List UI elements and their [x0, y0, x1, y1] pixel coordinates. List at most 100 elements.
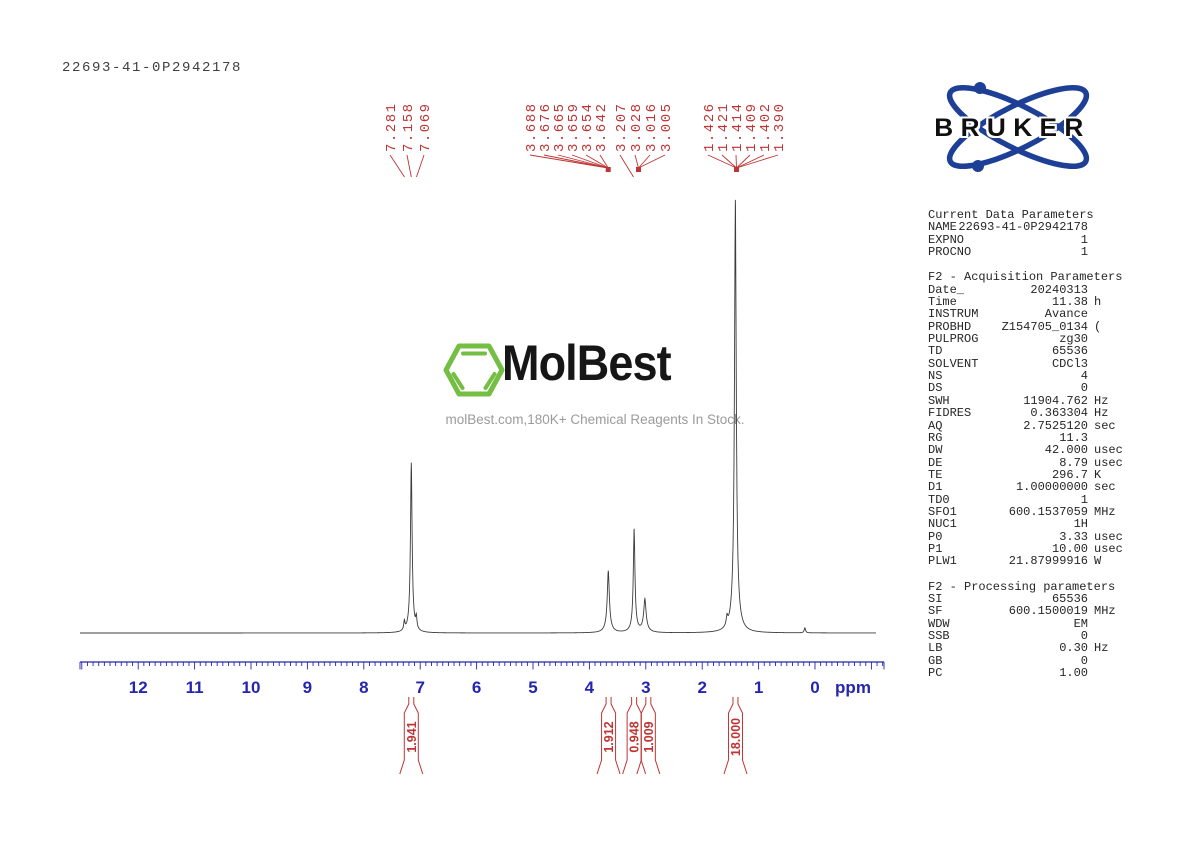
x-axis-tick-label: 9	[303, 678, 312, 697]
param-row: DE 8.79 usec	[928, 456, 1134, 469]
param-label: RG	[928, 430, 943, 445]
param-value: 1.00	[1059, 666, 1088, 681]
chemical-shift-label: 3.028	[629, 102, 645, 152]
param-label: EXPNO	[928, 232, 965, 247]
param-row: GB 0	[928, 654, 1134, 667]
param-value: Z154705_0134	[1001, 319, 1088, 334]
param-unit	[1088, 370, 1134, 382]
watermark: MolBest molBest.com,180K+ Chemical Reage…	[440, 332, 770, 437]
integral-bracket-right	[413, 697, 424, 775]
param-label: AQ	[928, 418, 943, 433]
x-axis-tick-label: 2	[697, 678, 706, 697]
param-value: 3.33	[1059, 529, 1088, 544]
param-label: SWH	[928, 393, 950, 408]
param-label: NAME	[928, 220, 957, 235]
shift-label-group: 3.028 3.016 3.005	[629, 102, 675, 172]
param-row: WDW EM	[928, 616, 1134, 631]
param-value: 0.363304	[1030, 406, 1088, 421]
param-label: TE	[928, 467, 943, 482]
chemical-shift-label: 3.676	[538, 102, 554, 152]
double-bond-left	[451, 372, 465, 390]
param-value: 296.7	[1051, 467, 1088, 482]
chemical-shift-label: 3.665	[552, 102, 568, 152]
param-unit: Hz	[1094, 406, 1109, 421]
x-axis-tick-label: 5	[528, 678, 537, 697]
integral-marker: 1.941	[399, 697, 424, 775]
param-row: RG 11.3	[928, 430, 1134, 445]
shift-pointer-line	[638, 154, 651, 169]
param-label: WDW	[928, 616, 950, 631]
param-row: TD0 1	[928, 492, 1134, 507]
chemical-shift-label: 3.016	[644, 102, 660, 152]
chemical-shift-label: 1.402	[758, 102, 774, 152]
chemical-shift-label: 3.659	[566, 102, 582, 152]
param-row: SOLVENT CDCl3	[928, 356, 1134, 371]
param-row: TE 296.7 K	[928, 467, 1134, 482]
param-label: FIDRES	[928, 406, 972, 421]
param-value: 1	[1080, 492, 1088, 507]
param-label: TD0	[928, 492, 950, 507]
integral-marker: 1.009	[636, 697, 661, 775]
param-label: NUC1	[928, 517, 957, 532]
param-value: CDCl3	[1051, 356, 1088, 371]
param-row: INSTRUM Avance	[928, 307, 1134, 322]
param-unit	[1088, 518, 1134, 530]
shift-pointer-line	[599, 154, 609, 169]
param-label: D1	[928, 480, 943, 495]
integral-bracket-right	[610, 697, 621, 775]
param-row: DS 0	[928, 382, 1134, 395]
param-row: PC 1.00	[928, 666, 1134, 681]
shift-pointer-line	[619, 154, 634, 178]
bruker-logo: BRUKER	[920, 78, 1105, 178]
chemical-shift-label: 3.688	[524, 102, 540, 152]
param-label: PULPROG	[928, 332, 979, 347]
param-row: P1 10.00 usec	[928, 541, 1134, 556]
x-axis-tick-label: 0	[810, 678, 819, 697]
shift-label-group: 3.207	[614, 102, 634, 178]
x-axis-tick-label: 12	[129, 678, 148, 697]
shift-pointer-line	[638, 154, 666, 169]
integral-marker: 18.000	[723, 697, 748, 775]
param-row: LB 0.30 Hz	[928, 641, 1134, 656]
shift-pointer-line	[529, 154, 609, 169]
orbit-dot	[972, 160, 984, 172]
param-value: 0	[1080, 629, 1088, 643]
integral-value: 1.912	[602, 721, 616, 752]
param-unit: usec	[1094, 541, 1123, 556]
param-value: 1.00000000	[1015, 480, 1088, 495]
chemical-shift-label: 1.426	[702, 102, 718, 152]
param-value: 11.3	[1059, 430, 1088, 445]
param-value: 11.38	[1051, 295, 1088, 310]
param-row: P0 3.33 usec	[928, 529, 1134, 544]
shift-pointer-line	[585, 154, 609, 169]
param-label: TD	[928, 344, 943, 359]
shift-pointer-line	[416, 154, 425, 178]
x-axis-tick-label: 6	[472, 678, 481, 697]
chemical-shift-label: 7.069	[418, 102, 434, 152]
param-label: PROCNO	[928, 245, 972, 260]
shift-pointer-line	[736, 154, 765, 169]
param-unit: sec	[1094, 480, 1116, 495]
param-row: EXPNO 1	[928, 232, 1134, 247]
param-value: 11904.762	[1023, 393, 1088, 408]
x-axis-ticks	[79, 662, 885, 670]
param-row: NUC1 1H	[928, 517, 1134, 532]
param-label: NS	[928, 369, 943, 384]
param-row: TD 65536	[928, 344, 1134, 359]
shift-pointer-line	[557, 154, 609, 169]
param-value: 1	[1080, 245, 1088, 260]
shift-pointer-line	[543, 154, 609, 169]
shift-pointer-line	[634, 154, 639, 169]
param-unit	[1088, 234, 1134, 246]
param-label: SSB	[928, 629, 950, 643]
param-unit: sec	[1094, 418, 1116, 433]
chemical-shift-label: 3.207	[614, 102, 630, 152]
chemical-shift-label: 1.421	[716, 102, 732, 152]
integral-bracket-right	[650, 697, 661, 775]
param-row: FIDRES 0.363304 Hz	[928, 406, 1134, 421]
param-value: 22693-41-0P2942178	[958, 220, 1088, 235]
param-label: INSTRUM	[928, 307, 979, 322]
param-unit: Hz	[1094, 641, 1109, 656]
orbit-dot	[974, 82, 986, 94]
